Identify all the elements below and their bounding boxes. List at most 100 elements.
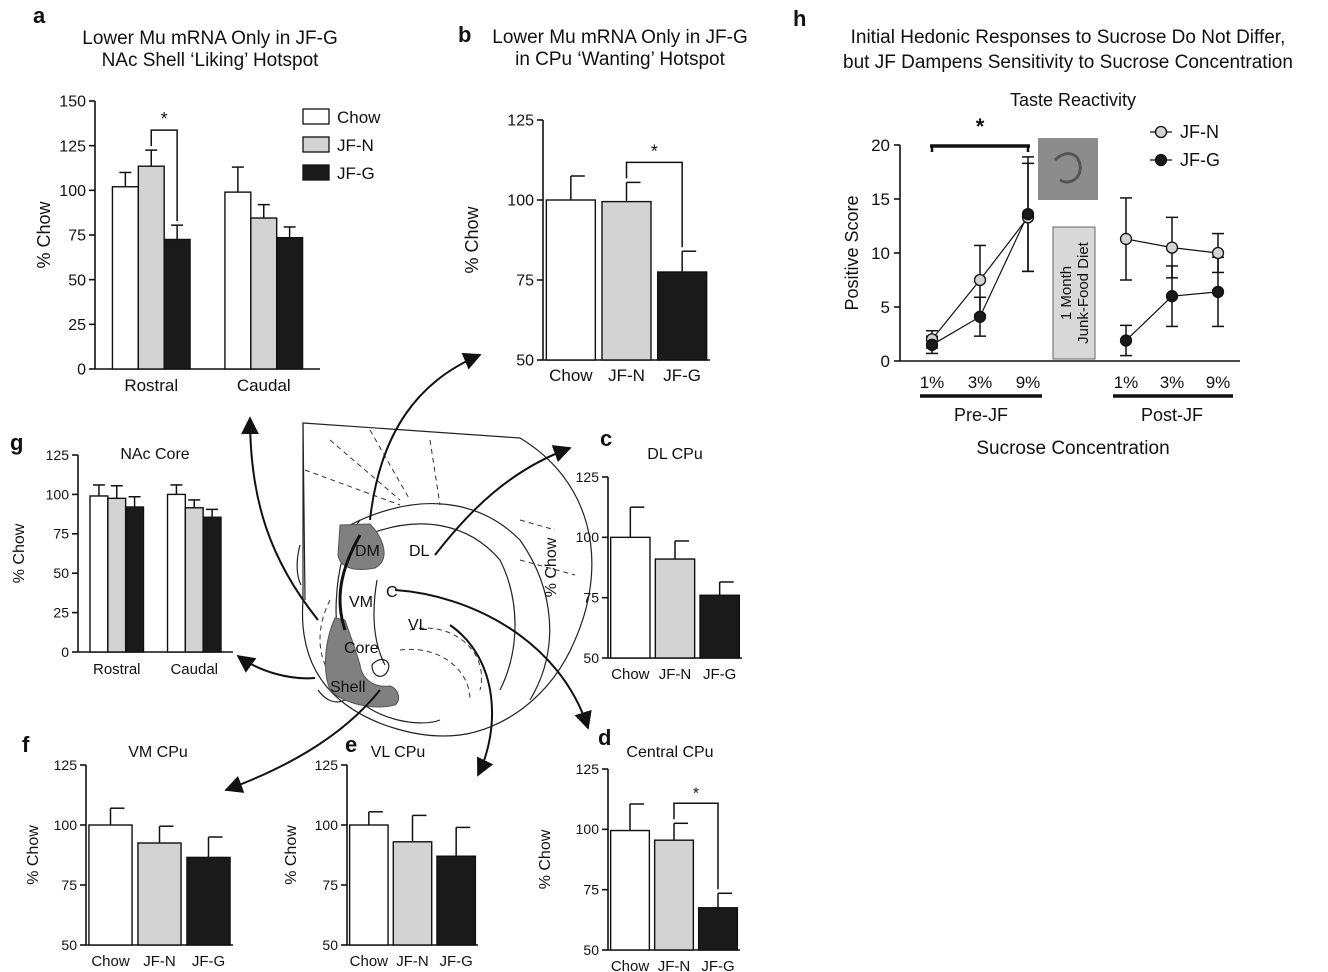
panel-g: g NAc Core 0 25 50 75 100 125 % Chow Rostral Cauda… xyxy=(10,430,233,678)
y-tick-label: 50 xyxy=(322,937,338,953)
point-jf-n xyxy=(1211,246,1225,260)
title-line: Lower Mu mRNA Only in JF-G xyxy=(82,28,338,49)
y-tick-label: 5 xyxy=(881,298,890,317)
bar-jf-g xyxy=(697,907,739,951)
bar-chow xyxy=(545,199,597,361)
legend-marker-jf-n xyxy=(1154,125,1168,139)
y-tick-label: 100 xyxy=(576,529,600,545)
panel-e: e VL CPu 50 75 100 125 % Chow Chow JF-N JF-G xyxy=(283,732,478,970)
category-label: Caudal xyxy=(237,376,291,395)
y-tick-label: 125 xyxy=(46,447,70,463)
y-axis-label: % Chow xyxy=(34,200,54,268)
bar-jf-g xyxy=(163,238,191,370)
bar-chow xyxy=(609,536,651,659)
panel-b: b Lower Mu mRNA Only in JF-Gin CPu ‘Wanti… xyxy=(458,22,748,385)
category-label: JF-N xyxy=(658,958,691,972)
legend: Chow JF-N JF-G xyxy=(302,108,381,183)
significance-star: * xyxy=(161,109,168,129)
significance-bracket xyxy=(673,802,719,890)
subtitle: Taste Reactivity xyxy=(1010,90,1136,110)
y-tick-label: 50 xyxy=(583,942,599,958)
bar-chow xyxy=(224,191,252,370)
x-tick-label: 3% xyxy=(1160,373,1185,392)
bar-jf-g xyxy=(124,506,145,653)
brain-label-core: Core xyxy=(344,640,379,657)
category-label: JF-N xyxy=(143,953,176,970)
bar-jf-n xyxy=(137,165,165,370)
y-tick-label: 25 xyxy=(68,317,86,334)
shell-hotspot xyxy=(325,617,400,708)
bar-jf-g xyxy=(436,855,477,946)
y-tick-label: 100 xyxy=(46,486,70,502)
category-label: JF-G xyxy=(192,953,225,970)
y-tick-label: 125 xyxy=(59,138,86,155)
panel-d: d Central CPu 50 75 100 125 % Chow Chow JF-N JF-G… xyxy=(537,725,740,972)
bar-jf-n xyxy=(107,497,127,653)
bar-chow xyxy=(111,186,140,370)
brain-label-c: C xyxy=(386,584,398,601)
y-tick-label: 75 xyxy=(583,590,599,606)
panel-label-b: b xyxy=(458,22,471,47)
bar-chow xyxy=(88,824,133,946)
legend-swatch-chow xyxy=(302,108,330,125)
y-tick-label: 125 xyxy=(315,757,339,773)
y-tick-label: 50 xyxy=(516,353,534,370)
legend-marker-jf-g xyxy=(1154,153,1168,167)
title-line: but JF Dampens Sensitivity to Sucrose Co… xyxy=(843,52,1293,73)
legend-swatch-jf-g xyxy=(302,164,330,181)
y-tick-label: 50 xyxy=(53,565,69,581)
title-line: DL CPu xyxy=(647,446,702,463)
y-tick-label: 75 xyxy=(583,882,599,898)
brain-schematic: DM DL VM C VL Core Shell xyxy=(296,422,593,737)
x-tick-label: 9% xyxy=(1206,373,1231,392)
point-jf-g xyxy=(973,310,987,323)
title-line: Lower Mu mRNA Only in JF-G xyxy=(492,27,748,48)
y-axis-label: % Chow xyxy=(25,825,42,885)
significance-star: * xyxy=(693,785,699,802)
point-jf-g xyxy=(1119,334,1133,347)
category-label: Chow xyxy=(611,666,650,683)
y-axis-label: % Chow xyxy=(462,205,482,273)
y-axis-label: % Chow xyxy=(537,829,554,889)
category-label: JF-G xyxy=(703,666,736,683)
title-line: in CPu ‘Wanting’ Hotspot xyxy=(515,49,726,70)
category-label: Chow xyxy=(350,953,389,970)
category-label: JF-G xyxy=(701,958,734,972)
brain-label-dl: DL xyxy=(409,543,430,560)
x-tick-label: 3% xyxy=(968,373,993,392)
bar-jf-n xyxy=(653,839,695,951)
y-tick-label: 125 xyxy=(576,761,600,777)
title-line: VM CPu xyxy=(128,744,188,761)
bar-chow xyxy=(609,829,651,951)
bar-chow xyxy=(348,824,389,946)
y-tick-label: 75 xyxy=(68,228,86,245)
y-tick-label: 0 xyxy=(61,644,69,660)
y-tick-label: 125 xyxy=(507,113,534,130)
point-jf-n xyxy=(973,273,987,287)
y-tick-label: 100 xyxy=(315,817,339,833)
group-label-post: Post-JF xyxy=(1141,405,1203,425)
bar-chow xyxy=(89,495,109,653)
point-jf-g xyxy=(1211,285,1225,299)
y-tick-label: 100 xyxy=(576,821,600,837)
brain-label-vm: VM xyxy=(349,594,373,611)
category-label: Chow xyxy=(91,953,130,970)
taste-reactivity-photo xyxy=(1038,138,1098,200)
y-tick-label: 150 xyxy=(59,94,86,111)
connector-arrows xyxy=(224,352,592,793)
bar-chow xyxy=(166,493,187,653)
category-label: Rostral xyxy=(93,661,141,678)
significance-bracket xyxy=(625,161,683,248)
y-tick-label: 15 xyxy=(871,190,890,209)
photo-detail xyxy=(1053,152,1082,184)
y-tick-label: 125 xyxy=(54,757,78,773)
y-tick-label: 0 xyxy=(77,362,86,379)
title-line: VL CPu xyxy=(371,744,426,761)
y-tick-label: 10 xyxy=(871,244,890,263)
point-jf-n xyxy=(1119,232,1133,246)
y-tick-label: 75 xyxy=(61,877,77,893)
title-line: NAc Core xyxy=(120,446,189,463)
bar-jf-g xyxy=(186,856,231,946)
